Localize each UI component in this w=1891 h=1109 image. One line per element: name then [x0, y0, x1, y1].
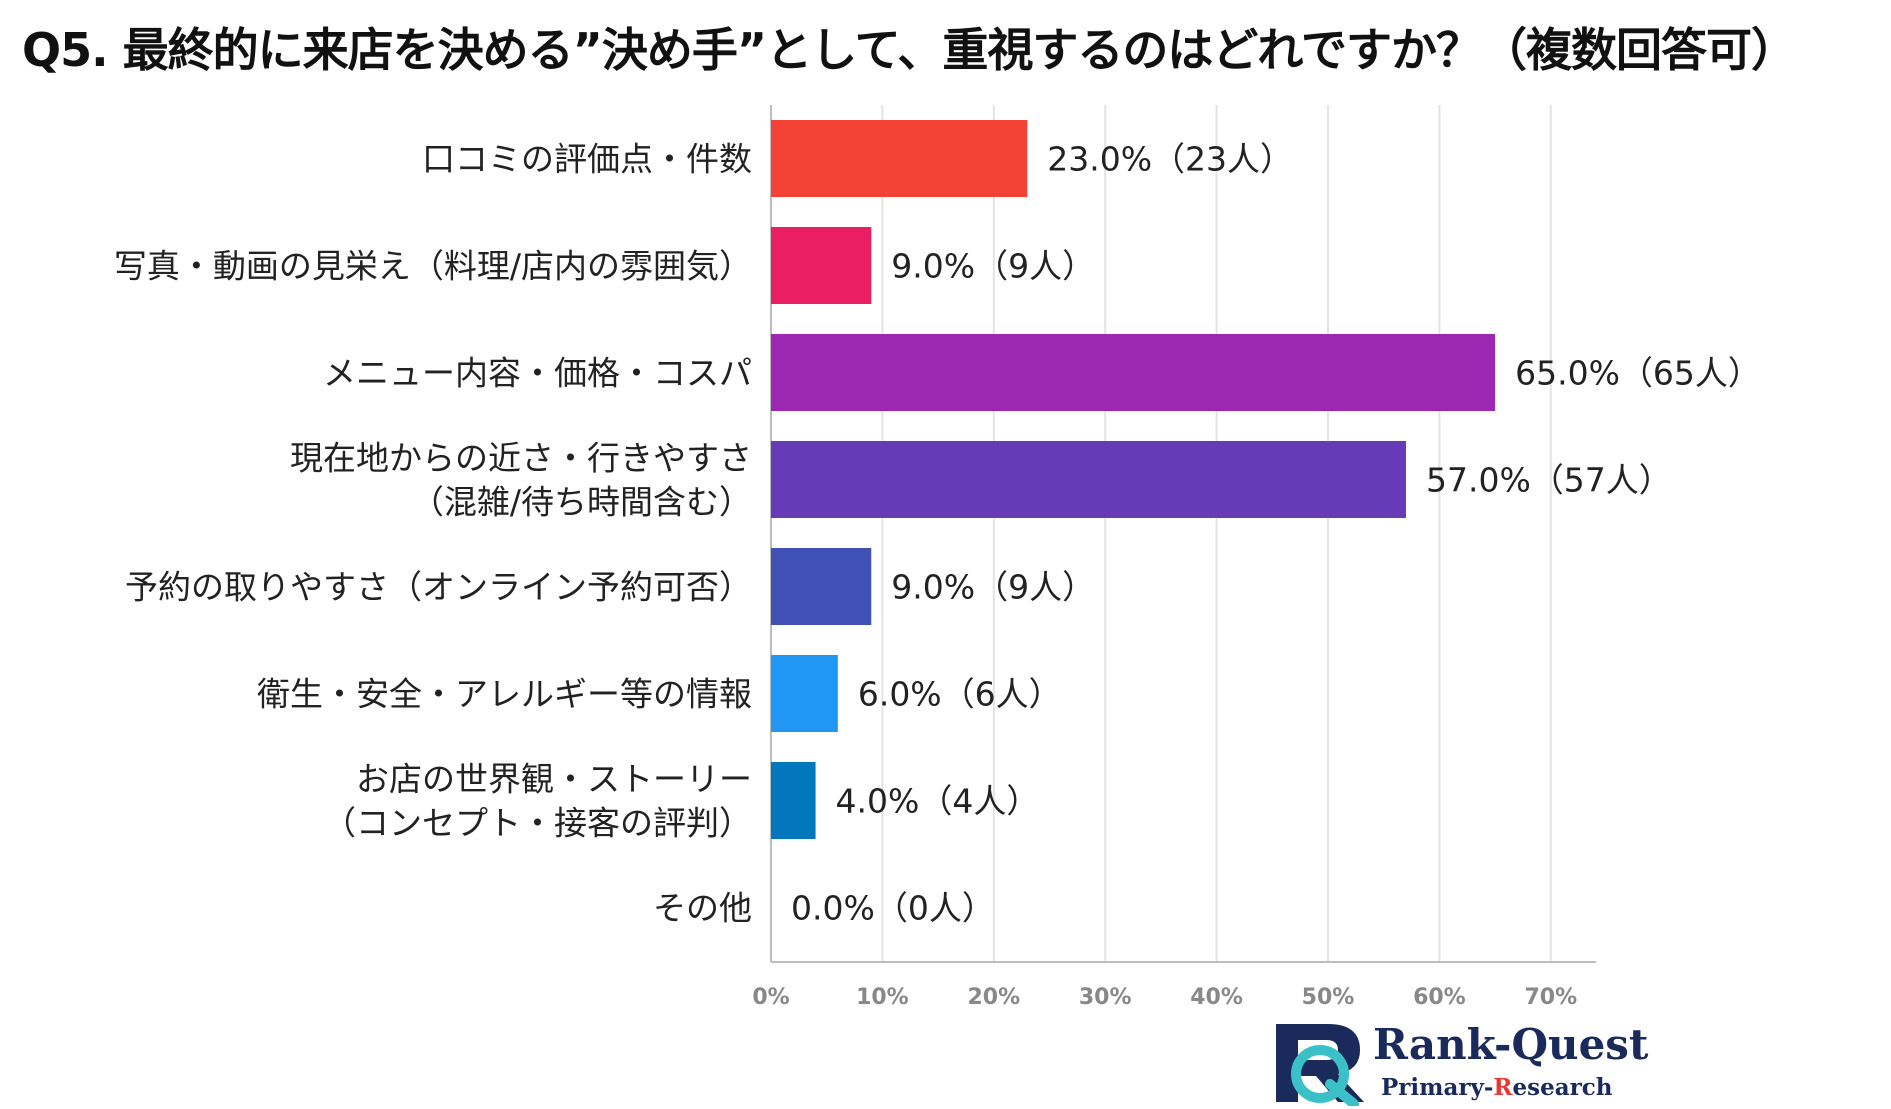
data-label: 0.0%（0人） [791, 889, 995, 928]
brand-logo: Rank-Quest Primary-Research [1268, 1018, 1648, 1106]
data-label: 65.0%（65人） [1515, 354, 1761, 393]
category-label: 現在地からの近さ・行きやすさ [290, 439, 752, 478]
category-label: 写真・動画の見栄え（料理/店内の雰囲気） [114, 247, 752, 286]
x-tick-label: 20% [967, 985, 1020, 1010]
x-tick-label: 70% [1524, 985, 1577, 1010]
bar [771, 762, 816, 839]
category-label: お店の世界観・ストーリー [356, 760, 752, 799]
bar [771, 227, 872, 304]
data-label: 9.0%（9人） [891, 247, 1095, 286]
category-label: 予約の取りやすさ（オンライン予約可否） [125, 568, 752, 607]
category-label: その他 [653, 889, 752, 928]
bar-chart: 0% 10% 20% 30% 40% 50% 60% 70% 口コミの評価点・件数 23.0%（2… [114, 105, 1761, 1010]
data-label: 4.0%（4人） [836, 782, 1040, 821]
bar [771, 441, 1406, 518]
bar [771, 655, 838, 732]
category-label: （コンセプト・接客の評判） [323, 804, 752, 843]
bar [771, 334, 1496, 411]
category-label: 口コミの評価点・件数 [422, 140, 752, 179]
brand-name: Rank-Quest [1373, 1020, 1649, 1069]
x-tick-label: 50% [1302, 985, 1355, 1010]
chart-title: Q5. 最終的に来店を決める”決め手”として、重視するのはどれですか？（複数回答… [22, 23, 1797, 77]
data-label: 6.0%（6人） [858, 675, 1062, 714]
x-tick-label: 10% [856, 985, 909, 1010]
x-tick-label: 60% [1413, 985, 1466, 1010]
x-tick-label: 30% [1079, 985, 1132, 1010]
x-tick-label: 40% [1190, 985, 1243, 1010]
category-label: （混雑/待ち時間含む） [411, 483, 752, 522]
data-label: 57.0%（57人） [1426, 461, 1672, 500]
rank-quest-logo-icon [1276, 1024, 1364, 1106]
bar [771, 548, 872, 625]
brand-subtitle: Primary-Research [1381, 1074, 1613, 1101]
x-tick-label: 0% [752, 985, 789, 1010]
data-label: 9.0%（9人） [891, 568, 1095, 607]
category-label: メニュー内容・価格・コスパ [323, 354, 752, 393]
category-label: 衛生・安全・アレルギー等の情報 [257, 675, 752, 714]
data-label: 23.0%（23人） [1047, 140, 1293, 179]
bar [771, 120, 1028, 197]
